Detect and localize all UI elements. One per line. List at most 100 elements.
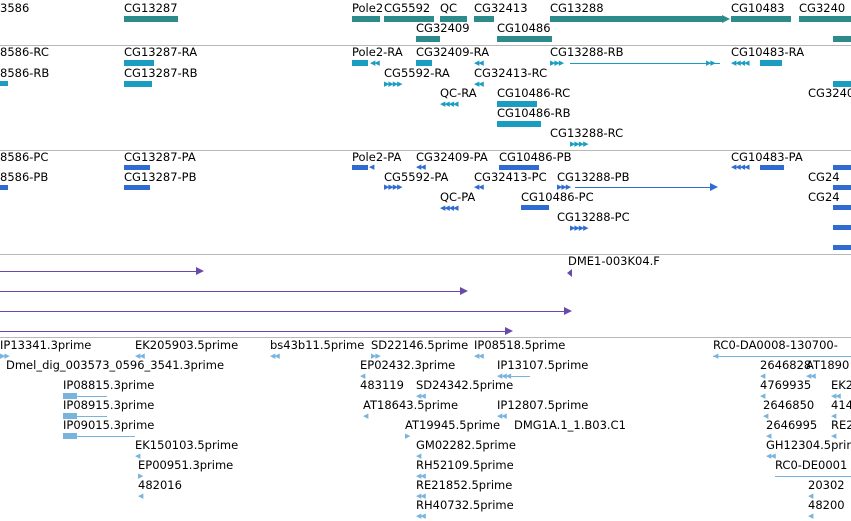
transcript-exon-arrows[interactable]: ◀◀ [416, 163, 426, 171]
transcript-label[interactable]: 8586-RC [0, 45, 49, 59]
est-label[interactable]: RE2 [831, 418, 851, 432]
gene-label[interactable]: CG5592 [384, 1, 431, 15]
est-feature[interactable]: ◀◀ [497, 412, 507, 420]
transcript-label[interactable]: CG32413-RC [474, 66, 548, 80]
est-feature[interactable]: ◀◀ [135, 352, 145, 360]
transcript-label[interactable]: CG32409-PA [416, 150, 488, 164]
gene-feature[interactable] [833, 36, 851, 42]
transcript-feature[interactable] [760, 165, 784, 170]
est-label[interactable]: IP08915.3prime [63, 398, 155, 412]
gene-feature[interactable] [124, 16, 178, 22]
transcript-label[interactable]: CG13288-RB [550, 45, 624, 59]
transcript-feature[interactable] [833, 205, 851, 210]
est-label[interactable]: 2646828 [760, 358, 812, 372]
est-label[interactable]: 2646850 [763, 398, 815, 412]
alignment-line[interactable] [0, 311, 564, 312]
est-label[interactable]: RH52109.5prime [416, 458, 514, 472]
est-feature[interactable]: ◀ [760, 392, 765, 400]
est-feature[interactable] [63, 413, 77, 419]
transcript-exon-arrows[interactable]: ▶▶▶▶ [570, 224, 589, 232]
est-feature[interactable]: ◀ [760, 372, 765, 380]
transcript-label[interactable]: CG13287-PA [124, 150, 196, 164]
transcript-feature[interactable] [833, 225, 851, 230]
transcript-label[interactable]: 8586-PC [0, 150, 49, 164]
est-feature[interactable]: ◀ [135, 452, 140, 460]
est-feature[interactable]: ◀◀ [766, 452, 776, 460]
est-label[interactable]: bs43b11.5prime [270, 338, 365, 352]
transcript-label[interactable]: CG32413-PC [474, 170, 547, 184]
transcript-label[interactable]: CG13287-PB [124, 170, 197, 184]
transcript-label[interactable]: CG10483-PA [731, 150, 803, 164]
est-label[interactable]: IP13341.3prime [0, 338, 92, 352]
est-label[interactable]: RC0-DA0008-130700- [713, 338, 838, 352]
transcript-label[interactable]: CG5592-PA [384, 170, 449, 184]
transcript-exon-arrows[interactable]: ◀◀◀◀ [731, 59, 750, 67]
transcript-exon-arrows[interactable]: ▶▶▶ [557, 183, 571, 191]
transcript-label[interactable]: CG24 [808, 170, 840, 184]
gene-feature[interactable] [474, 16, 494, 22]
est-label[interactable]: EP02432.3prime [360, 358, 456, 372]
transcript-label[interactable]: Pole2-PA [352, 150, 402, 164]
alignment-line[interactable] [0, 271, 196, 272]
est-label[interactable]: EK2 [831, 378, 851, 392]
est-feature[interactable]: ◀ [831, 412, 836, 420]
transcript-label[interactable]: CG13288-RC [550, 126, 624, 140]
gene-feature[interactable] [416, 36, 440, 42]
transcript-feature[interactable] [352, 60, 368, 66]
est-feature[interactable]: ◀ [363, 412, 368, 420]
gene-label[interactable]: CG3240 [799, 1, 846, 15]
est-feature[interactable]: ◀◀ [416, 472, 426, 480]
gene-feature[interactable] [550, 16, 722, 22]
gene-feature[interactable] [799, 16, 851, 22]
gene-feature[interactable] [352, 16, 380, 22]
transcript-label[interactable]: CG10486-RB [497, 106, 571, 120]
gene-label[interactable]: CG32409 [416, 21, 470, 35]
est-label[interactable]: SD22146.5prime [371, 338, 469, 352]
transcript-exon-arrows[interactable]: ◀◀ [474, 183, 484, 191]
est-label[interactable]: EK205903.5prime [135, 338, 239, 352]
est-label[interactable]: IP08815.3prime [63, 378, 155, 392]
est-feature[interactable]: ◀ [138, 492, 143, 500]
transcript-exon-arrows[interactable]: ▶▶ [706, 59, 716, 67]
transcript-exon-arrows[interactable]: ▶▶▶▶ [570, 140, 589, 148]
alignment-line[interactable] [0, 291, 460, 292]
est-label[interactable]: Dmel_dig_003573_0596_3541.3prime [6, 358, 225, 372]
transcript-label[interactable]: CG5592-RA [384, 66, 450, 80]
transcript-label[interactable]: Pole2-RA [352, 45, 403, 59]
transcript-exon-arrows[interactable]: ▶▶▶ [550, 59, 564, 67]
est-feature[interactable]: ◀◀ [416, 512, 426, 520]
est-feature[interactable]: ◀◀ [831, 392, 841, 400]
gene-label[interactable]: CG32413 [474, 1, 528, 15]
transcript-exon-arrows[interactable]: ▶▶▶▶ [384, 80, 403, 88]
est-feature[interactable]: ◀ [763, 412, 768, 420]
est-feature[interactable]: ◀ [360, 372, 365, 380]
transcript-label[interactable]: CG24 [808, 190, 840, 204]
est-feature[interactable]: ◀◀◀ [497, 372, 511, 380]
transcript-feature[interactable] [0, 81, 8, 86]
transcript-label[interactable]: QC-PA [440, 190, 476, 204]
transcript-feature[interactable] [416, 60, 432, 66]
gene-label[interactable]: CG13287 [124, 1, 178, 15]
transcript-exon-arrows[interactable]: ◀◀ [474, 59, 484, 67]
est-feature[interactable]: ▶▶ [371, 352, 381, 360]
transcript-feature[interactable] [499, 165, 539, 170]
est-label[interactable]: GH12304.5prime [766, 438, 851, 452]
alignment-line[interactable] [0, 331, 505, 332]
alignment-label[interactable]: DME1-003K04.F [568, 254, 660, 268]
est-feature[interactable]: ◀◀ [270, 352, 280, 360]
est-label[interactable]: EP00951.3prime [138, 458, 234, 472]
est-feature[interactable]: ▶ [405, 432, 410, 440]
est-label[interactable]: RC0-DE0001 [775, 458, 848, 472]
transcript-feature[interactable] [760, 60, 782, 66]
est-label[interactable]: AT18643.5prime [363, 398, 459, 412]
est-label[interactable]: GM02282.5prime [416, 438, 516, 452]
est-feature[interactable]: ◀ [831, 432, 836, 440]
gene-feature[interactable] [440, 16, 467, 22]
transcript-feature[interactable] [124, 185, 150, 190]
transcript-feature[interactable] [833, 165, 851, 170]
est-label[interactable]: 2646995 [766, 418, 818, 432]
transcript-feature[interactable] [497, 121, 541, 127]
transcript-feature[interactable] [833, 185, 851, 190]
transcript-exon-arrows[interactable]: ◀◀◀◀ [440, 100, 459, 108]
